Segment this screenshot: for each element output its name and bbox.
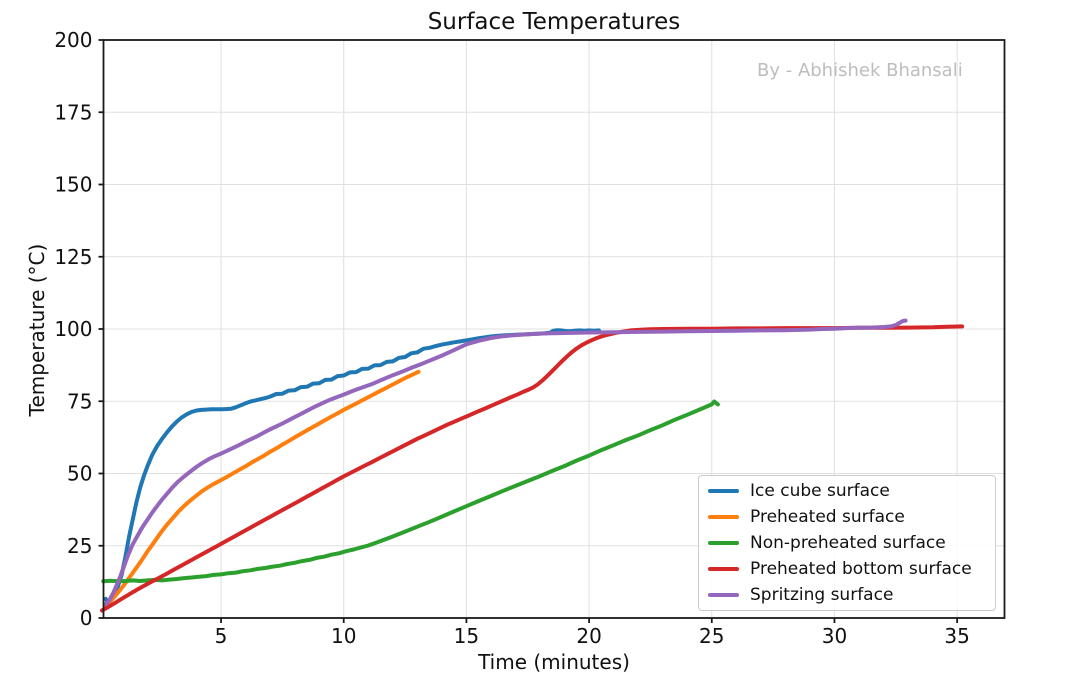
legend-line-sample (708, 567, 739, 571)
x-tick-label: 30 (822, 624, 847, 648)
x-tick-label: 10 (331, 624, 356, 648)
watermark-text: By - Abhishek Bhansali (757, 60, 963, 81)
legend-label: Ice cube surface (750, 480, 890, 501)
legend-item: Preheated surface (699, 504, 995, 530)
x-axis-label: Time (minutes) (478, 650, 630, 674)
legend-label: Spritzing surface (750, 584, 894, 605)
y-tick-label: 125 (54, 245, 92, 269)
legend-label: Preheated surface (750, 506, 905, 527)
x-tick-label: 15 (454, 624, 479, 648)
y-tick-label: 150 (54, 173, 92, 197)
y-tick-label: 75 (67, 389, 92, 413)
chart-title: Surface Temperatures (427, 9, 681, 35)
y-tick-label: 25 (67, 534, 92, 558)
series-line (103, 369, 421, 608)
legend-line-sample (708, 593, 739, 597)
legend-item: Non-preheated surface (699, 530, 995, 556)
y-tick-label: 200 (54, 28, 92, 52)
legend-line-sample (708, 515, 739, 519)
series-line (103, 328, 601, 605)
legend-item: Spritzing surface (699, 582, 995, 608)
series-line (103, 318, 908, 607)
legend-label: Non-preheated surface (750, 532, 946, 553)
legend-item: Preheated bottom surface (699, 556, 995, 582)
legend-label: Preheated bottom surface (750, 558, 972, 579)
x-tick-label: 35 (944, 624, 969, 648)
series-line (101, 399, 720, 584)
y-tick-label: 50 (67, 462, 92, 486)
legend-line-sample (708, 541, 739, 545)
y-axis-label: Temperature (°C) (25, 243, 49, 417)
legend-line-sample (708, 489, 739, 493)
y-tick-label: 175 (54, 100, 92, 124)
legend-box: Ice cube surface Preheated surface Non-pre… (698, 475, 996, 611)
x-tick-label: 20 (576, 624, 601, 648)
x-tick-label: 5 (215, 624, 228, 648)
legend-item: Ice cube surface (699, 478, 995, 504)
y-tick-label: 100 (54, 317, 92, 341)
y-tick-label: 0 (80, 606, 93, 630)
x-tick-label: 25 (699, 624, 724, 648)
